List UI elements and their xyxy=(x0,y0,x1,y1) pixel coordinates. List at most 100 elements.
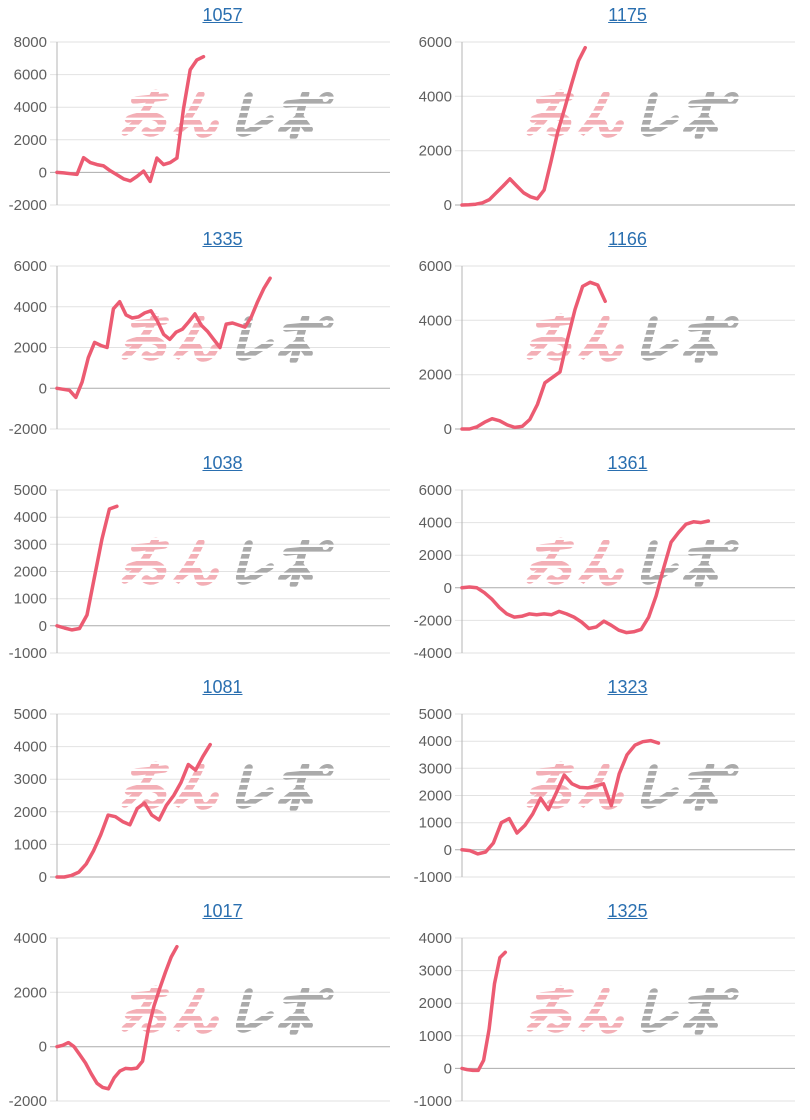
watermark-pink-text xyxy=(121,761,219,810)
chart-cell: 1057 8000 6000 4000 2000 0 -2000 xyxy=(0,0,405,224)
watermark-pink-text xyxy=(526,761,624,810)
data-line xyxy=(55,742,212,879)
watermark-gray-text xyxy=(235,538,334,588)
chart-cell: 1175 6000 4000 2000 0 xyxy=(405,0,810,224)
chart-title-link[interactable]: 1017 xyxy=(202,901,243,921)
watermark xyxy=(526,761,739,812)
watermark-pink-text xyxy=(121,313,219,362)
y-tick-label: 5000 xyxy=(14,482,47,499)
y-tick-label: 4000 xyxy=(419,88,452,105)
chart-title-link[interactable]: 1323 xyxy=(607,677,648,697)
y-tick-label: 6000 xyxy=(419,258,452,275)
y-tick-label: 0 xyxy=(444,421,452,438)
chart-cell: 1017 4000 2000 0 -2000 xyxy=(0,896,405,1120)
y-tick-label: 2000 xyxy=(419,367,452,384)
slump-graph: 6000 4000 2000 0 -2000 -4000 xyxy=(414,482,795,662)
watermark-pink-text xyxy=(121,985,219,1034)
y-tick-label: 0 xyxy=(39,869,47,886)
watermark-gray-text xyxy=(640,986,739,1036)
watermark xyxy=(121,537,334,588)
watermark-gray-text xyxy=(235,90,334,140)
watermark xyxy=(121,985,334,1036)
y-tick-label: 5000 xyxy=(14,706,47,723)
data-line xyxy=(55,944,179,1091)
watermark-gray-text xyxy=(640,538,739,588)
y-tick-label: -1000 xyxy=(414,1093,452,1110)
y-tick-label: 2000 xyxy=(14,132,47,149)
y-tick-label: 6000 xyxy=(419,34,452,51)
chart-title-link[interactable]: 1325 xyxy=(607,901,648,921)
y-tick-label: 2000 xyxy=(419,547,452,564)
data-line xyxy=(460,519,711,635)
y-tick-label: -1000 xyxy=(9,645,47,662)
watermark-pink-text xyxy=(121,89,219,138)
y-tick-label: 0 xyxy=(444,580,452,597)
y-tick-label: 4000 xyxy=(14,509,47,526)
chart-cell: 1361 6000 4000 2000 0 -2000 -4000 xyxy=(405,448,810,672)
watermark xyxy=(526,89,739,140)
chart-title-link[interactable]: 1361 xyxy=(607,453,648,473)
y-tick-label: -2000 xyxy=(414,612,452,629)
chart-cell: 1038 5000 4000 3000 2000 1000 0 -1000 xyxy=(0,448,405,672)
y-tick-label: 2000 xyxy=(419,995,452,1012)
chart-cell: 1323 5000 4000 3000 2000 1000 0 -1000 xyxy=(405,672,810,896)
watermark xyxy=(121,89,334,140)
chart-title-link[interactable]: 1057 xyxy=(202,5,243,25)
data-line xyxy=(55,504,119,632)
chart-title-link[interactable]: 1175 xyxy=(608,5,647,25)
chart-cell: 1081 5000 4000 3000 2000 1000 0 xyxy=(0,672,405,896)
y-tick-label: 6000 xyxy=(14,67,47,84)
watermark-pink-text xyxy=(526,313,624,362)
watermark-gray-text xyxy=(640,314,739,364)
y-tick-label: 6000 xyxy=(14,258,47,275)
slump-graph: 8000 6000 4000 2000 0 -2000 xyxy=(9,34,390,214)
data-line xyxy=(55,276,272,400)
y-tick-label: 1000 xyxy=(419,815,452,832)
data-line xyxy=(460,950,508,1073)
y-tick-label: 0 xyxy=(39,164,47,181)
watermark xyxy=(526,313,739,364)
chart-title-link[interactable]: 1038 xyxy=(202,453,243,473)
y-tick-label: 8000 xyxy=(14,34,47,51)
y-tick-label: -2000 xyxy=(9,197,47,214)
watermark-gray-text xyxy=(640,90,739,140)
y-tick-label: 4000 xyxy=(419,515,452,532)
y-tick-label: 2000 xyxy=(14,984,47,1001)
slump-graph: 5000 4000 3000 2000 1000 0 -1000 xyxy=(414,706,795,886)
watermark-pink-text xyxy=(121,537,219,586)
y-tick-label: 3000 xyxy=(419,963,452,980)
y-tick-label: 0 xyxy=(39,1039,47,1056)
y-tick-label: 0 xyxy=(39,380,47,397)
y-tick-label: 0 xyxy=(444,197,452,214)
watermark xyxy=(121,313,334,364)
y-tick-label: 3000 xyxy=(14,536,47,553)
y-tick-label: 1000 xyxy=(419,1028,452,1045)
chart-title-link[interactable]: 1166 xyxy=(608,229,647,249)
y-tick-label: -1000 xyxy=(414,869,452,886)
watermark xyxy=(526,537,739,588)
slump-graph: 6000 4000 2000 0 xyxy=(419,34,795,214)
y-tick-label: 4000 xyxy=(419,930,452,947)
data-line xyxy=(460,738,661,856)
data-line xyxy=(460,280,607,431)
chart-title-link[interactable]: 1081 xyxy=(202,677,243,697)
y-tick-label: 0 xyxy=(444,1060,452,1077)
y-tick-label: 4000 xyxy=(14,299,47,316)
chart-cell: 1335 6000 4000 2000 0 -2000 xyxy=(0,224,405,448)
watermark xyxy=(526,985,739,1036)
y-tick-label: 4000 xyxy=(14,739,47,756)
slump-graph: 6000 4000 2000 0 xyxy=(419,258,795,438)
y-tick-label: 1000 xyxy=(14,591,47,608)
watermark-gray-text xyxy=(235,986,334,1036)
watermark xyxy=(121,761,334,812)
y-tick-label: 4000 xyxy=(14,930,47,947)
y-tick-label: -2000 xyxy=(9,421,47,438)
y-tick-label: 5000 xyxy=(419,706,452,723)
slump-graph: 5000 4000 3000 2000 1000 0 xyxy=(14,706,390,886)
y-tick-label: 2000 xyxy=(14,340,47,357)
chart-cell: 1166 6000 4000 2000 0 xyxy=(405,224,810,448)
data-line xyxy=(55,54,206,184)
y-tick-label: 2000 xyxy=(14,564,47,581)
chart-title-link[interactable]: 1335 xyxy=(202,229,243,249)
y-tick-label: 2000 xyxy=(14,804,47,821)
